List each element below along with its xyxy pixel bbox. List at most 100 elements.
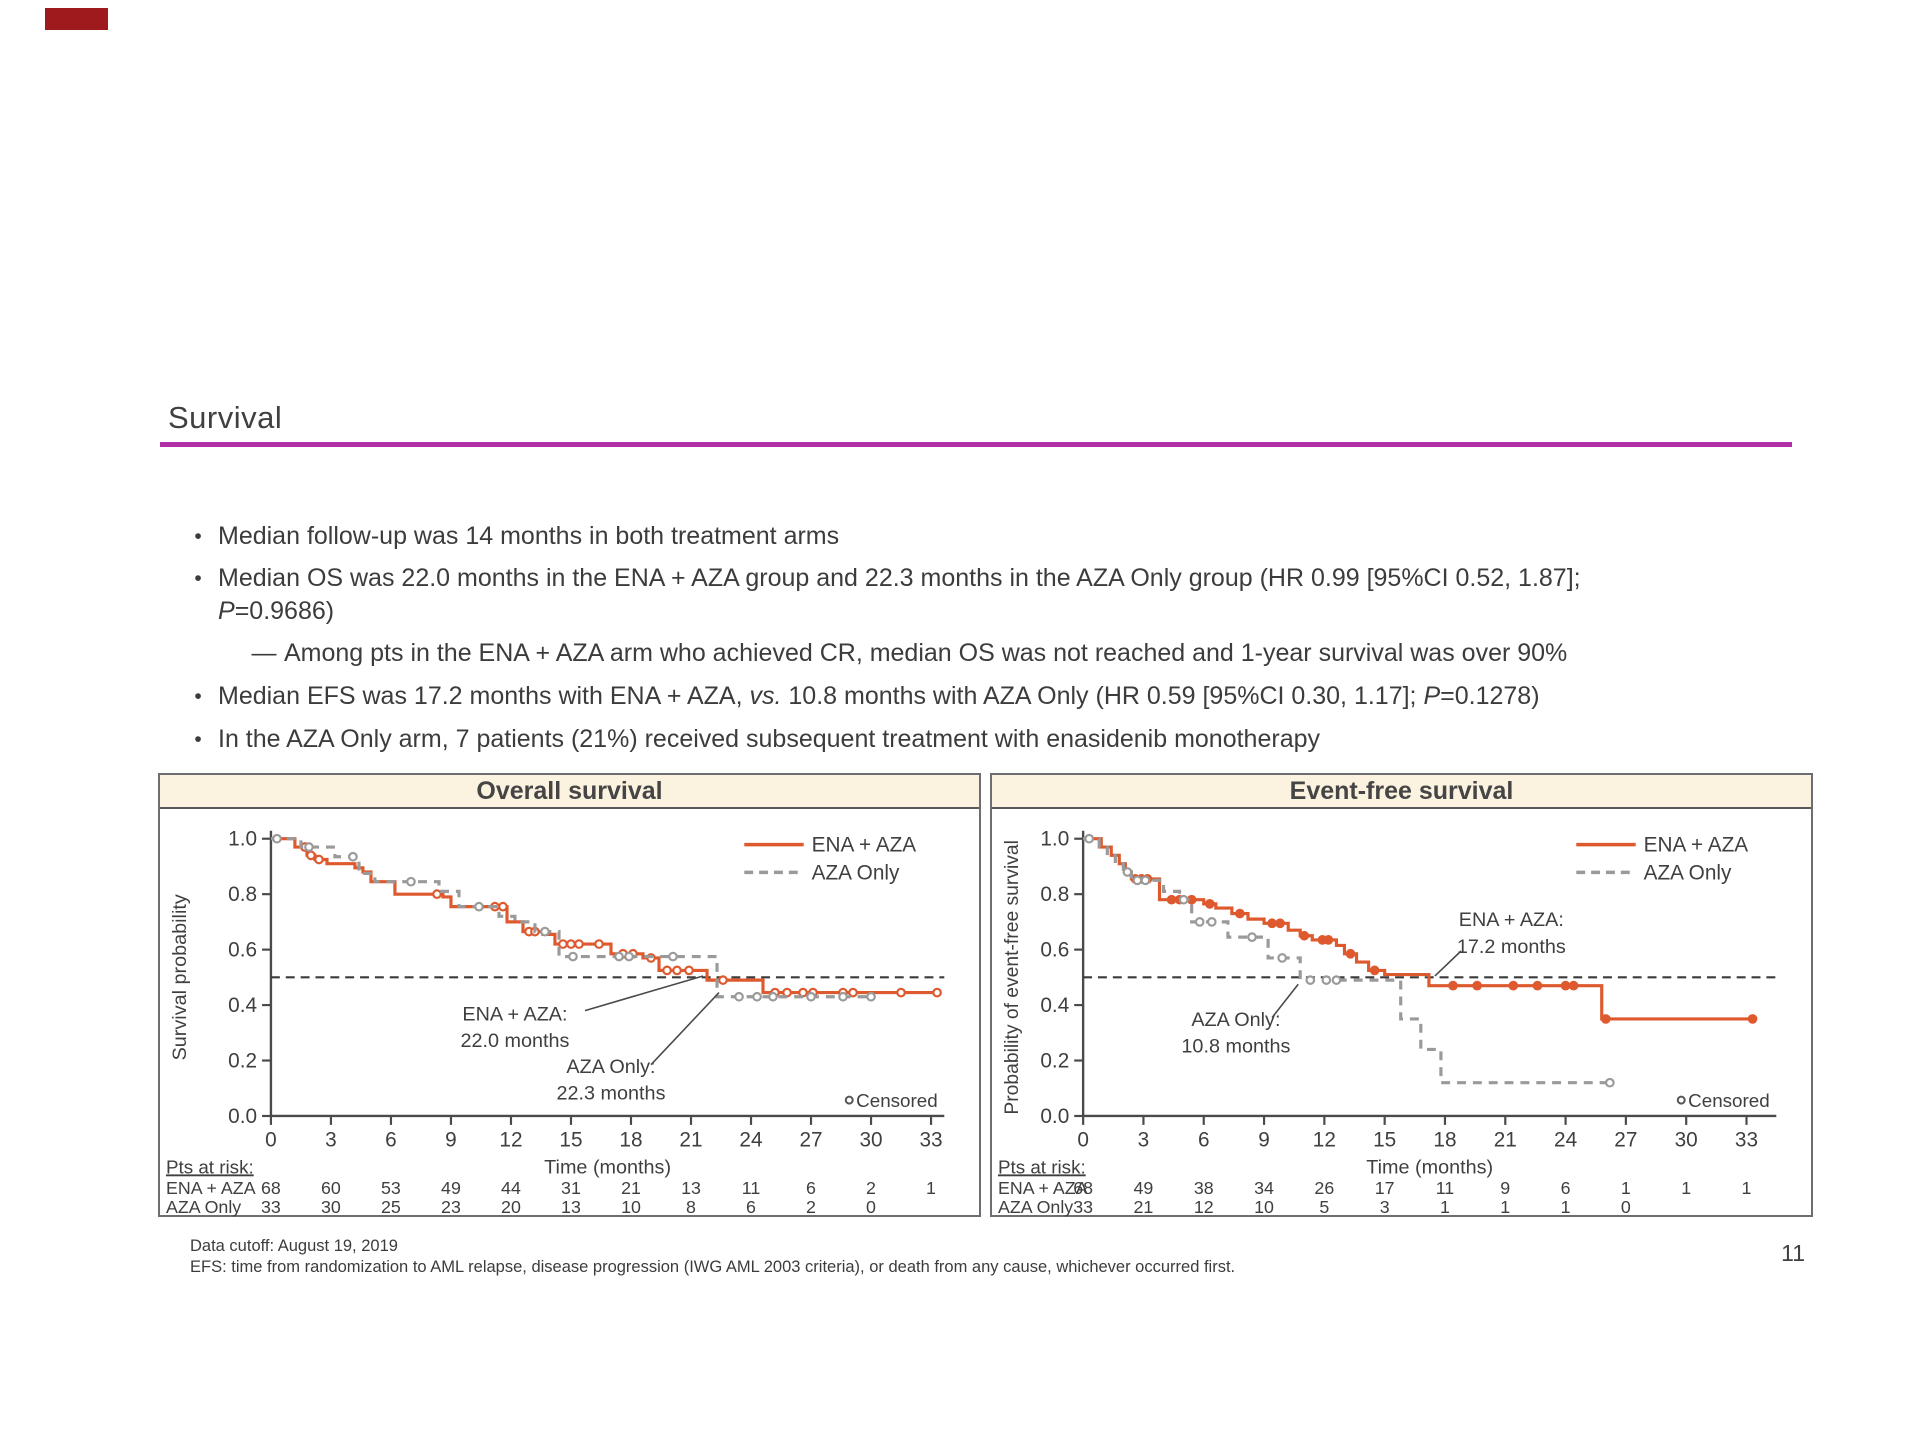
x-tick-label: 21 — [679, 1129, 702, 1152]
y-tick-label: 0.2 — [1040, 1049, 1069, 1072]
bullet-marker: • — [194, 525, 202, 548]
y-tick-label: 0.4 — [228, 994, 257, 1017]
risk-count: 5 — [1319, 1197, 1329, 1217]
y-tick-label: 1.0 — [1040, 828, 1069, 851]
bullet-item-4: • In the AZA Only arm, 7 patients (21%) r… — [178, 723, 1798, 756]
risk-row-label: AZA Only — [166, 1197, 241, 1217]
x-tick-label: 6 — [385, 1129, 397, 1152]
y-tick-label: 0.0 — [228, 1105, 257, 1128]
median-annotation: AZA Only: — [566, 1056, 655, 1078]
pts-at-risk-header: Pts at risk: — [166, 1156, 254, 1177]
risk-count: 21 — [1134, 1197, 1154, 1217]
y-tick-label: 0.8 — [1040, 883, 1069, 906]
risk-count: 0 — [866, 1197, 876, 1217]
censor-mark — [1331, 975, 1342, 985]
y-tick-label: 0.8 — [228, 883, 257, 906]
risk-count: 53 — [381, 1178, 401, 1198]
risk-count: 68 — [261, 1178, 281, 1198]
risk-count: 30 — [321, 1197, 341, 1217]
bullet-marker: • — [194, 685, 202, 708]
risk-count: 1 — [1742, 1178, 1752, 1198]
risk-count: 1 — [926, 1178, 936, 1198]
x-tick-label: 15 — [559, 1129, 582, 1152]
km-curve-aza-only — [270, 837, 872, 999]
median-annotation: 22.3 months — [557, 1083, 666, 1105]
bullet-item-3: • Median EFS was 17.2 months with ENA + A… — [178, 680, 1798, 713]
censor-mark — [848, 987, 858, 998]
y-axis-title: Survival probability — [169, 894, 191, 1060]
x-tick-label: 33 — [1735, 1129, 1758, 1152]
censored-legend-icon — [1676, 1095, 1686, 1105]
censor-mark — [1204, 899, 1215, 909]
median-annotation: 10.8 months — [1181, 1036, 1290, 1058]
footnote-data-cutoff: Data cutoff: August 19, 2019 — [190, 1237, 398, 1255]
legend-label: ENA + AZA — [812, 834, 917, 857]
censor-mark — [1747, 1014, 1758, 1024]
censor-mark — [1275, 918, 1285, 929]
censor-mark — [1247, 932, 1257, 942]
y-axis-title: Probability of event-free survival — [1002, 840, 1023, 1115]
y-tick-label: 1.0 — [228, 828, 257, 851]
annotation-arrow — [1434, 950, 1462, 977]
risk-count: 49 — [441, 1178, 461, 1198]
risk-count: 44 — [501, 1178, 521, 1198]
risk-count: 34 — [1254, 1178, 1274, 1198]
censor-mark — [1604, 1077, 1615, 1088]
censor-mark — [594, 939, 604, 949]
x-tick-label: 24 — [1554, 1129, 1577, 1152]
median-annotation: ENA + AZA: — [1459, 909, 1564, 931]
x-tick-label: 24 — [739, 1129, 762, 1152]
risk-count: 1 — [1561, 1197, 1571, 1217]
risk-count: 11 — [1436, 1178, 1455, 1198]
risk-row-label: ENA + AZA — [166, 1178, 256, 1198]
risk-count: 10 — [621, 1197, 641, 1217]
censor-mark — [314, 854, 324, 865]
censor-mark — [540, 926, 550, 937]
censor-mark — [1321, 975, 1332, 985]
censor-mark — [1508, 980, 1519, 991]
x-tick-label: 15 — [1373, 1129, 1396, 1152]
censor-mark — [498, 901, 508, 912]
censor-mark — [1122, 867, 1133, 877]
censor-mark — [1140, 875, 1151, 886]
risk-count: 21 — [621, 1178, 641, 1198]
censor-mark — [566, 939, 576, 949]
y-tick-label: 0.0 — [1040, 1105, 1069, 1128]
annotation-arrow — [584, 975, 704, 1012]
risk-count: 17 — [1375, 1178, 1395, 1198]
event-free-survival-chart: Event-free survival 0.0 0.2 0.4 0.6 0.8 1.0 0 3… — [990, 773, 1813, 1217]
censor-mark — [306, 850, 316, 861]
x-tick-label: 3 — [1138, 1129, 1150, 1152]
censor-mark — [1299, 930, 1310, 941]
annotation-arrow — [650, 992, 720, 1066]
overall-survival-title: Overall survival — [160, 775, 979, 809]
risk-count: 1 — [1440, 1197, 1450, 1217]
censor-mark — [474, 901, 484, 912]
x-tick-label: 3 — [325, 1129, 337, 1152]
risk-count: 6 — [746, 1197, 756, 1217]
x-tick-label: 12 — [499, 1129, 522, 1152]
risk-count: 25 — [381, 1197, 401, 1217]
x-tick-label: 18 — [619, 1129, 642, 1152]
censor-mark — [866, 991, 876, 1002]
risk-count: 11 — [742, 1178, 761, 1198]
censor-mark — [1194, 917, 1205, 927]
risk-count: 10 — [1254, 1197, 1274, 1217]
censor-mark — [1323, 935, 1334, 945]
x-tick-label: 0 — [1077, 1129, 1089, 1152]
risk-count: 23 — [441, 1197, 461, 1217]
censor-mark — [734, 991, 744, 1002]
risk-count: 60 — [321, 1178, 341, 1198]
legend-label: ENA + AZA — [1644, 834, 1749, 857]
y-tick-label: 0.6 — [1040, 939, 1069, 962]
bullet-text: Among pts in the ENA + AZA arm who achie… — [284, 639, 1568, 667]
risk-count: 38 — [1194, 1178, 1214, 1198]
risk-count: 9 — [1500, 1178, 1510, 1198]
censor-mark — [406, 876, 416, 887]
footnotes: Data cutoff: August 19, 2019 EFS: time f… — [190, 1236, 1235, 1278]
risk-count: 1 — [1621, 1178, 1631, 1198]
censor-mark — [718, 975, 728, 985]
risk-count: 1 — [1681, 1178, 1691, 1198]
censor-mark — [624, 951, 634, 962]
